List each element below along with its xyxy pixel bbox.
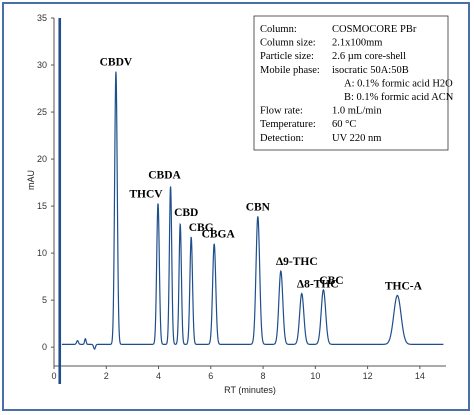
condition-value: isocratic 50A:50B	[332, 65, 409, 76]
conditions-box	[253, 15, 449, 151]
x-tick-label: 12	[363, 371, 373, 381]
peak-label: CBDA	[148, 169, 181, 181]
condition-value: UV 220 nm	[332, 133, 381, 144]
peak-label: Δ8-THC	[297, 279, 339, 291]
peak-label: Δ9-THC	[276, 256, 318, 268]
condition-value: 1.0 mL/min	[332, 106, 382, 117]
y-tick-label: 10	[37, 248, 47, 258]
peak-label: CBDV	[100, 57, 133, 69]
x-tick-label: 6	[208, 371, 213, 381]
condition-label: Particle size:	[260, 51, 314, 62]
x-tick-label: 8	[261, 371, 266, 381]
y-tick-label: 25	[37, 107, 47, 117]
condition-label: Mobile phase:	[260, 65, 320, 76]
y-tick-label: 35	[37, 13, 47, 23]
chromatogram-trace	[61, 71, 444, 350]
condition-label: Temperature:	[260, 119, 316, 130]
condition-label: Detection:	[260, 133, 304, 144]
peak-label: CBGA	[202, 229, 236, 241]
y-axis-title: mAU	[26, 170, 36, 190]
peak-label: CBC	[319, 275, 343, 287]
condition-value: COSMOCORE PBr	[332, 24, 417, 35]
y-tick-label: 0	[42, 342, 47, 352]
condition-value: 60 °C	[332, 119, 356, 130]
condition-value: A: 0.1% formic acid H2O	[344, 78, 453, 89]
condition-label: Flow rate:	[260, 106, 303, 117]
x-tick-label: 14	[415, 371, 425, 381]
y-tick-label: 30	[37, 60, 47, 70]
condition-value: B: 0.1% formic acid ACN	[344, 92, 454, 103]
peak-label: THC-A	[385, 280, 423, 292]
x-tick-label: 4	[156, 371, 161, 381]
condition-value: 2.6 µm core-shell	[332, 51, 406, 62]
y-tick-label: 20	[37, 154, 47, 164]
x-tick-label: 10	[310, 371, 320, 381]
x-axis-title: RT (minutes)	[224, 385, 276, 395]
x-tick-label: 2	[104, 371, 109, 381]
condition-label: Column size:	[260, 38, 316, 49]
peak-label: CBG	[189, 222, 214, 234]
peak-label: CBD	[174, 207, 198, 219]
x-tick-label: 0	[51, 371, 56, 381]
y-tick-label: 15	[37, 201, 47, 211]
peak-label: CBN	[246, 201, 271, 213]
peak-label: THCV	[129, 188, 163, 200]
condition-label: Column:	[260, 24, 297, 35]
y-tick-label: 5	[42, 295, 47, 305]
condition-value: 2.1x100mm	[332, 38, 382, 49]
